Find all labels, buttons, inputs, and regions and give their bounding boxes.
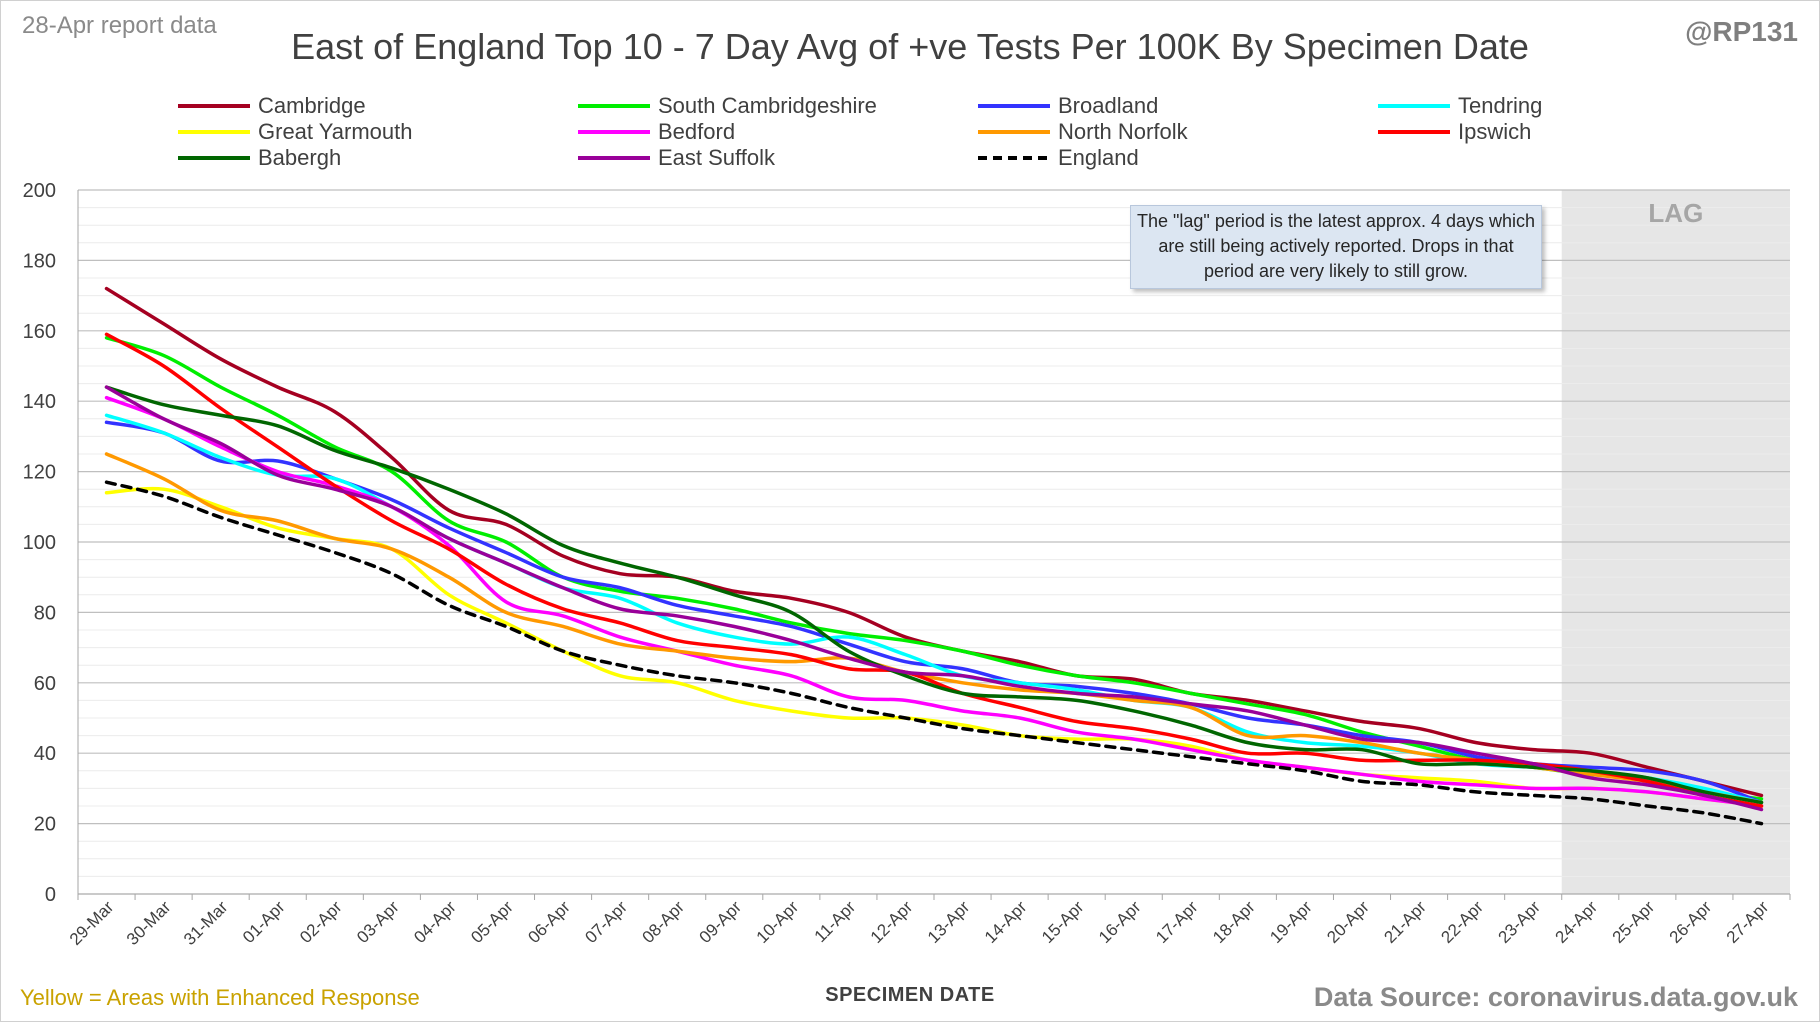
- series-line-south-cambridgeshire: [104, 336, 1764, 801]
- x-tick-label: 10-Apr: [753, 897, 803, 947]
- x-tick-label: 08-Apr: [639, 897, 689, 947]
- legend-swatch: [578, 130, 650, 134]
- x-tick-label: 01-Apr: [239, 897, 289, 947]
- legend-item-england: England: [976, 145, 1139, 170]
- series-line-cambridge: [104, 286, 1764, 798]
- legend-swatch: [178, 104, 250, 108]
- legend-item-tendring: Tendring: [1376, 93, 1543, 118]
- x-tick-label: 07-Apr: [581, 897, 631, 947]
- legend-label: Tendring: [1458, 93, 1543, 118]
- x-tick-label: 20-Apr: [1323, 897, 1373, 947]
- x-tick-label: 19-Apr: [1266, 897, 1316, 947]
- x-tick-label: 16-Apr: [1095, 897, 1145, 947]
- x-tick-label: 04-Apr: [410, 897, 460, 947]
- legend-swatch: [978, 104, 1050, 108]
- legend-label: South Cambridgeshire: [658, 93, 877, 118]
- x-tick-label: 26-Apr: [1666, 897, 1716, 947]
- legend-item-south-cambridgeshire: South Cambridgeshire: [576, 93, 877, 118]
- x-tick-label: 02-Apr: [296, 897, 346, 947]
- legend-item-cambridge: Cambridge: [176, 93, 366, 118]
- y-tick-label: 160: [23, 321, 56, 343]
- x-tick-label: 12-Apr: [867, 897, 917, 947]
- x-tick-label: 27-Apr: [1723, 897, 1773, 947]
- x-tick-label: 14-Apr: [981, 897, 1031, 947]
- x-tick-label: 17-Apr: [1152, 897, 1202, 947]
- legend-swatch: [1378, 104, 1450, 108]
- x-tick-label: 18-Apr: [1209, 897, 1259, 947]
- series-line-tendring: [104, 413, 1764, 805]
- legend-label: England: [1058, 145, 1139, 170]
- legend-item-bedford: Bedford: [576, 119, 736, 144]
- x-tick-label: 09-Apr: [696, 897, 746, 947]
- legend-swatch: [1378, 130, 1450, 134]
- series-line-bedford: [104, 395, 1764, 808]
- x-tick-label: 24-Apr: [1552, 897, 1602, 947]
- legend-label: Babergh: [258, 145, 342, 170]
- lag-note: The "lag" period is the latest approx. 4…: [1130, 205, 1542, 289]
- legend-label: Cambridge: [258, 93, 366, 118]
- legend-swatch: [578, 104, 650, 108]
- x-axis-label: SPECIMEN DATE: [825, 984, 995, 1006]
- legend-item-great-yarmouth: Great Yarmouth: [176, 119, 413, 144]
- legend-item-babergh: Babergh: [176, 145, 342, 170]
- y-tick-label: 120: [23, 462, 56, 484]
- y-tick-label: 20: [34, 814, 56, 836]
- legend-swatch: [978, 156, 1050, 160]
- legend-item-broadland: Broadland: [976, 93, 1159, 118]
- legend-label: East Suffolk: [658, 145, 775, 170]
- lag-label: LAG: [1648, 198, 1703, 228]
- enhanced-response-note: Yellow = Areas with Enhanced Response: [20, 985, 420, 1010]
- legend-swatch: [978, 130, 1050, 134]
- x-tick-label: 15-Apr: [1038, 897, 1088, 947]
- legend-swatch: [178, 130, 250, 134]
- y-tick-label: 200: [23, 180, 56, 202]
- y-tick-label: 0: [45, 884, 56, 906]
- y-tick-label: 180: [23, 250, 56, 272]
- x-tick-label: 30-Mar: [123, 897, 175, 949]
- x-tick-label: 11-Apr: [811, 897, 860, 946]
- y-tick-label: 40: [34, 743, 56, 765]
- x-tick-label: 21-Apr: [1380, 897, 1430, 947]
- report-date: 28-Apr report data: [22, 12, 217, 39]
- legend-swatch: [578, 156, 650, 160]
- x-tick-label: 23-Apr: [1495, 897, 1545, 947]
- x-tick-label: 22-Apr: [1437, 897, 1487, 947]
- series-line-england: [104, 480, 1764, 826]
- series-line-east-suffolk: [104, 385, 1764, 812]
- legend-item-north-norfolk: North Norfolk: [976, 119, 1188, 144]
- legend-label: Bedford: [658, 119, 736, 144]
- legend-label: North Norfolk: [1058, 119, 1188, 144]
- y-tick-label: 140: [23, 391, 56, 413]
- x-tick-label: 31-Mar: [180, 897, 232, 949]
- legend-item-ipswich: Ipswich: [1376, 119, 1532, 144]
- author-handle: @RP131: [1685, 16, 1798, 47]
- x-tick-label: 13-Apr: [924, 897, 974, 947]
- series-line-north-norfolk: [104, 452, 1764, 805]
- legend-item-east-suffolk: East Suffolk: [576, 145, 775, 170]
- y-tick-label: 80: [34, 602, 56, 624]
- x-tick-label: 05-Apr: [467, 897, 517, 947]
- y-tick-label: 100: [23, 532, 56, 554]
- series-line-babergh: [104, 385, 1764, 805]
- x-tick-label: 29-Mar: [66, 897, 118, 949]
- legend-label: Great Yarmouth: [258, 119, 413, 144]
- legend-label: Broadland: [1058, 93, 1159, 118]
- x-tick-label: 06-Apr: [524, 897, 574, 947]
- data-source: Data Source: coronavirus.data.gov.uk: [1313, 982, 1798, 1012]
- chart-title: East of England Top 10 - 7 Day Avg of +v…: [291, 26, 1529, 67]
- legend-label: Ipswich: [1458, 119, 1532, 144]
- x-tick-label: 25-Apr: [1609, 897, 1659, 947]
- y-tick-label: 60: [34, 673, 56, 695]
- x-tick-label: 03-Apr: [353, 897, 403, 947]
- legend-swatch: [178, 156, 250, 160]
